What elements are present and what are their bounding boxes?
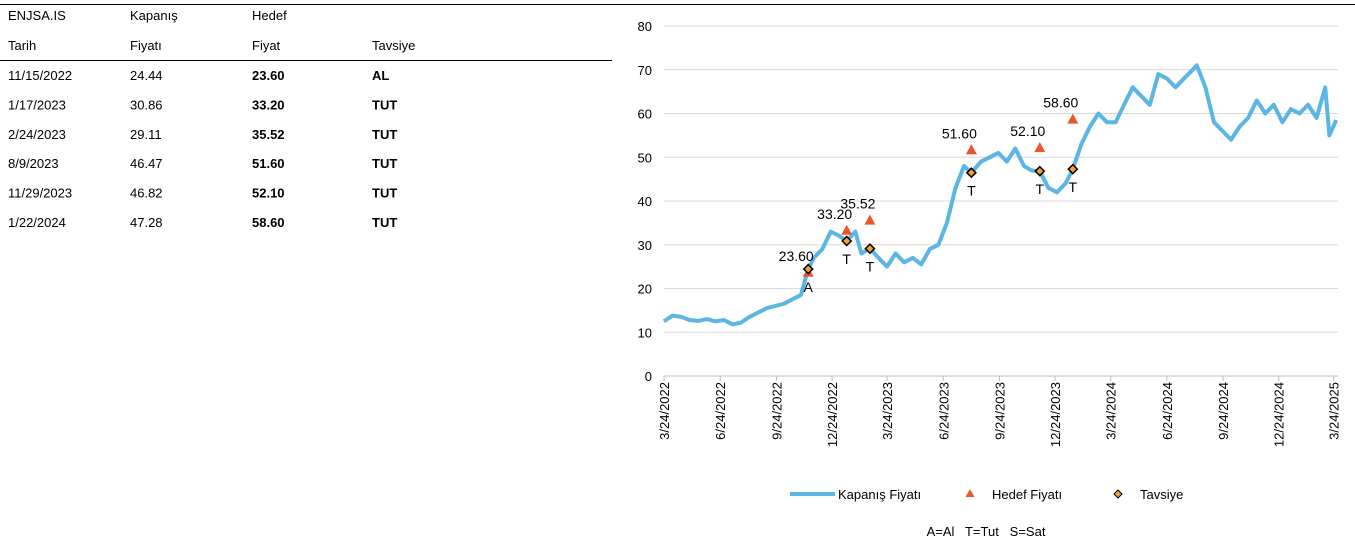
table-cell: 47.28 xyxy=(130,215,163,230)
recommendation-label: T xyxy=(1036,181,1045,197)
target-marker xyxy=(1034,142,1046,153)
recommendation-marker xyxy=(864,243,876,255)
y-tick-label: 30 xyxy=(638,238,652,253)
table-header-cell: Hedef xyxy=(252,8,287,23)
recommendation-marker xyxy=(965,167,977,179)
target-marker xyxy=(1067,113,1079,124)
table-cell: 11/15/2022 xyxy=(8,68,72,83)
table-cell: 24.44 xyxy=(130,68,163,83)
x-tick-label: 12/24/2022 xyxy=(825,382,840,447)
table-cell: 2/24/2023 xyxy=(8,127,66,142)
table-cell: 1/22/2024 xyxy=(8,215,66,230)
legend-swatch xyxy=(965,489,975,497)
target-label: 51.60 xyxy=(942,125,977,141)
table-cell: 11/29/2023 xyxy=(8,186,72,201)
target-label: 58.60 xyxy=(1043,95,1078,111)
legend-label: Hedef Fiyatı xyxy=(992,487,1062,502)
x-tick-label: 3/24/2022 xyxy=(657,382,672,440)
x-tick-label: 9/24/2022 xyxy=(769,382,784,440)
legend-label: Tavsiye xyxy=(1140,487,1183,502)
y-tick-label: 60 xyxy=(638,107,652,122)
x-tick-label: 6/24/2023 xyxy=(936,382,951,440)
recommendation-label: T xyxy=(842,251,851,267)
x-tick-label: 3/24/2024 xyxy=(1104,382,1119,440)
x-tick-label: 9/24/2023 xyxy=(992,382,1007,440)
table-cell: 46.47 xyxy=(130,156,163,171)
recommendation-label: T xyxy=(967,183,976,199)
recommendation-marker xyxy=(1067,163,1079,175)
x-tick-label: 6/24/2022 xyxy=(713,382,728,440)
table-cell: 46.82 xyxy=(130,186,163,201)
table-cell: TUT xyxy=(372,97,397,112)
table-cell: 8/9/2023 xyxy=(8,156,59,171)
target-label: 52.10 xyxy=(1010,123,1045,139)
recommendation-marker xyxy=(802,263,814,275)
table-cell: 1/17/2023 xyxy=(8,97,66,112)
chart: 0 10 20 30 40 50 60 70 80 3/24/2022 6/24/2022 9/24/… xyxy=(638,19,1342,539)
table-header-cell: Tarih xyxy=(8,38,36,53)
recommendation-marker xyxy=(841,235,853,247)
x-tick-label: 6/24/2024 xyxy=(1160,382,1175,440)
target-marker xyxy=(841,224,853,235)
table-cell: AL xyxy=(372,68,389,83)
table-cell: 29.11 xyxy=(130,127,162,142)
table-cell: 23.60 xyxy=(252,68,285,83)
x-tick-label: 3/24/2023 xyxy=(880,382,895,440)
x-tick-label: 9/24/2024 xyxy=(1216,382,1231,440)
y-tick-label: 20 xyxy=(638,282,652,297)
table-header-cell: ENJSA.IS xyxy=(8,8,66,23)
table-cell: TUT xyxy=(372,186,397,201)
table-cell: 35.52 xyxy=(252,127,285,142)
price-line xyxy=(662,63,1339,327)
target-label: 33.20 xyxy=(817,206,852,222)
y-tick-label: 10 xyxy=(638,325,652,340)
legend-label: Kapanış Fiyatı xyxy=(838,487,921,502)
table-cell: 52.10 xyxy=(252,186,285,201)
target-label: 35.52 xyxy=(840,196,875,212)
target-label: 23.60 xyxy=(779,248,814,264)
table-cell: 30.86 xyxy=(130,97,163,112)
y-tick-label: 40 xyxy=(638,194,652,209)
x-tick-label: 3/24/2025 xyxy=(1327,382,1342,440)
table-cell: 51.60 xyxy=(252,156,285,171)
x-tick-label: 12/24/2024 xyxy=(1272,382,1287,447)
table-cell: 33.20 xyxy=(252,97,285,112)
y-tick-label: 80 xyxy=(638,19,652,34)
table-cell: TUT xyxy=(372,215,397,230)
target-marker xyxy=(965,144,977,155)
table-header-cell: Kapanış xyxy=(130,8,178,23)
table-cell: 58.60 xyxy=(252,215,285,230)
table-header-cell: Fiyatı xyxy=(130,38,162,53)
recommendation-marker xyxy=(1034,165,1046,177)
table-cell: TUT xyxy=(372,127,397,142)
table-header-cell: Tavsiye xyxy=(372,38,415,53)
table: ENJSA.IS Kapanış Hedef Tarih Fiyatı Fiyat Tavs… xyxy=(8,8,415,230)
x-tick-label: 12/24/2023 xyxy=(1048,382,1063,447)
y-tick-label: 70 xyxy=(638,63,652,78)
recommendation-label: T xyxy=(1069,179,1078,195)
legend-swatch xyxy=(1113,489,1123,499)
y-tick-label: 50 xyxy=(638,150,652,165)
y-tick-label: 0 xyxy=(645,369,652,384)
target-marker xyxy=(864,214,876,225)
table-header-cell: Fiyat xyxy=(252,38,281,53)
recommendation-label: A xyxy=(804,279,814,295)
recommendation-label: T xyxy=(866,259,875,275)
table-cell: TUT xyxy=(372,156,397,171)
chart-note: A=Al T=Tut S=Sat xyxy=(927,524,1046,539)
